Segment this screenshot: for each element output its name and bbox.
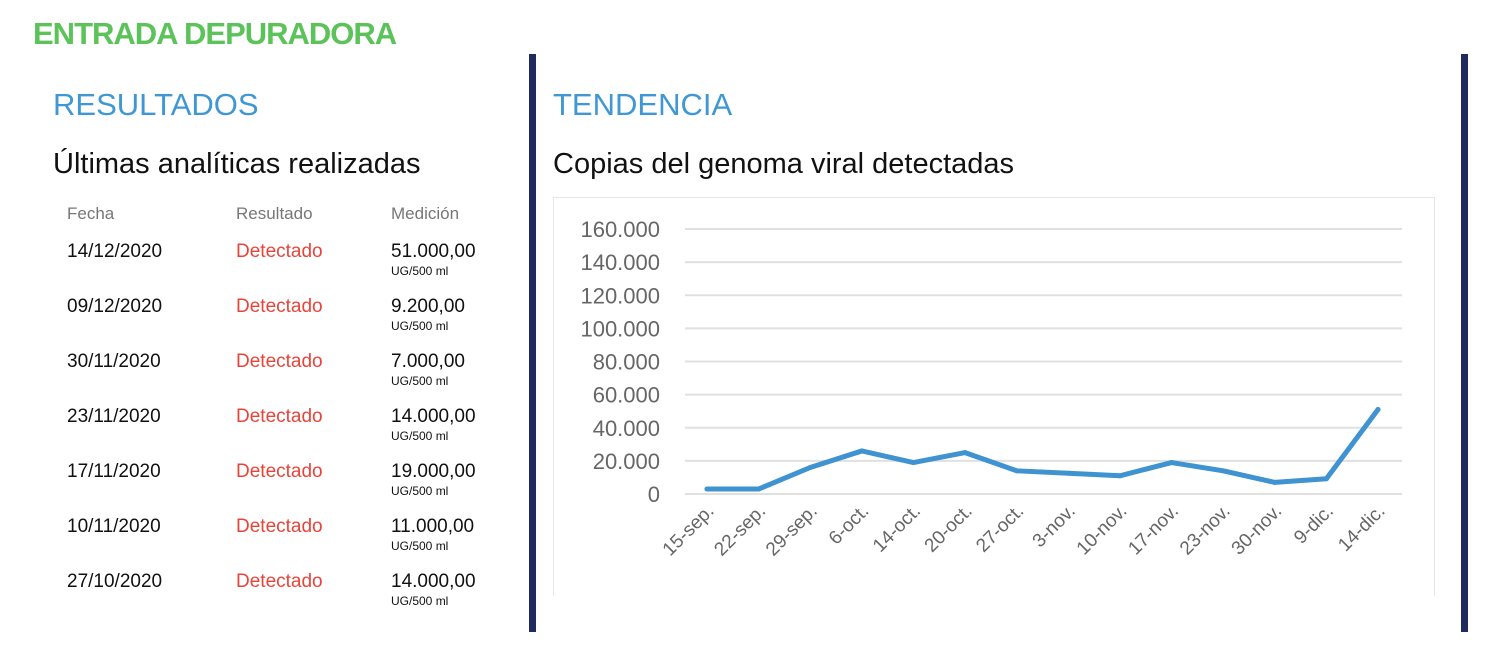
row-unit: UG/500 ml <box>391 594 449 608</box>
row-unit: UG/500 ml <box>391 429 449 443</box>
table-row: 14/12/2020 Detectado 51.000,00 UG/500 ml <box>0 241 500 296</box>
x-tick-label: 23-nov. <box>1176 501 1235 560</box>
row-result: Detectado <box>236 516 323 537</box>
row-value: 14.000,00 <box>391 406 476 427</box>
y-tick-label: 100.000 <box>580 316 660 341</box>
results-heading: RESULTADOS <box>53 87 259 122</box>
row-value: 19.000,00 <box>391 461 476 482</box>
table-row: 09/12/2020 Detectado 9.200,00 UG/500 ml <box>0 296 500 351</box>
row-date: 27/10/2020 <box>67 571 163 592</box>
row-unit: UG/500 ml <box>391 374 449 388</box>
table-row: 27/10/2020 Detectado 14.000,00 UG/500 ml <box>0 571 500 626</box>
trend-heading: TENDENCIA <box>553 87 733 122</box>
y-tick-label: 0 <box>648 482 660 507</box>
page-title: ENTRADA DEPURADORA <box>33 16 397 51</box>
row-result: Detectado <box>236 241 323 262</box>
x-tick-label: 30-nov. <box>1228 501 1287 560</box>
header-measure: Medición <box>391 204 460 223</box>
data-point <box>1117 473 1123 479</box>
data-point <box>859 448 865 454</box>
header-date: Fecha <box>67 204 115 223</box>
y-tick-label: 80.000 <box>593 350 660 375</box>
row-date: 23/11/2020 <box>67 406 161 427</box>
row-date: 17/11/2020 <box>67 461 161 482</box>
table-row: 10/11/2020 Detectado 11.000,00 UG/500 ml <box>0 516 500 571</box>
row-date: 09/12/2020 <box>67 296 163 317</box>
y-tick-label: 160.000 <box>580 217 660 242</box>
header-result: Resultado <box>236 204 313 223</box>
table-row: 23/11/2020 Detectado 14.000,00 UG/500 ml <box>0 406 500 461</box>
data-point <box>1169 460 1175 466</box>
y-tick-label: 140.000 <box>580 250 660 275</box>
x-tick-label: 10-nov. <box>1073 501 1132 560</box>
x-tick-label: 29-sep. <box>762 501 822 561</box>
data-point <box>1375 407 1381 413</box>
y-tick-label: 40.000 <box>593 416 660 441</box>
series-line <box>704 407 1381 492</box>
divider <box>1461 54 1468 632</box>
row-value: 7.000,00 <box>391 351 465 372</box>
data-point <box>1323 476 1329 482</box>
y-tick-label: 120.000 <box>580 283 660 308</box>
row-unit: UG/500 ml <box>391 264 449 278</box>
row-value: 11.000,00 <box>391 516 475 537</box>
row-value: 14.000,00 <box>391 571 476 592</box>
data-point <box>1014 468 1020 474</box>
data-point <box>910 460 916 466</box>
row-date: 10/11/2020 <box>67 516 161 537</box>
row-unit: UG/500 ml <box>391 539 449 553</box>
data-point <box>704 486 710 492</box>
x-tick-label: 9-dic. <box>1290 501 1338 549</box>
row-result: Detectado <box>236 461 323 482</box>
row-date: 14/12/2020 <box>67 241 163 262</box>
row-unit: UG/500 ml <box>391 319 449 333</box>
data-point <box>807 465 813 470</box>
x-tick-label: 14-oct. <box>869 501 925 557</box>
data-point <box>962 450 968 456</box>
data-point <box>1065 470 1071 476</box>
x-tick-label: 20-oct. <box>921 501 977 557</box>
x-tick-label: 17-nov. <box>1124 501 1183 560</box>
divider <box>529 54 536 632</box>
row-value: 9.200,00 <box>391 296 465 317</box>
row-value: 51.000,00 <box>391 241 476 262</box>
row-result: Detectado <box>236 571 323 592</box>
row-result: Detectado <box>236 351 323 372</box>
trend-subtitle: Copias del genoma viral detectadas <box>553 148 1015 180</box>
row-unit: UG/500 ml <box>391 484 449 498</box>
y-tick-label: 20.000 <box>593 449 660 474</box>
x-tick-label: 14-dic. <box>1334 501 1389 556</box>
y-tick-label: 60.000 <box>593 383 660 408</box>
row-date: 30/11/2020 <box>67 351 161 372</box>
table-row: 30/11/2020 Detectado 7.000,00 UG/500 ml <box>0 351 500 406</box>
results-subtitle: Últimas analíticas realizadas <box>53 148 421 180</box>
data-point <box>1272 479 1278 485</box>
x-tick-label: 15-sep. <box>659 501 719 561</box>
row-result: Detectado <box>236 296 323 317</box>
row-result: Detectado <box>236 406 323 427</box>
data-point <box>756 486 762 492</box>
x-tick-label: 22-sep. <box>710 501 770 561</box>
chart-area <box>553 197 1435 596</box>
x-tick-label: 6-oct. <box>825 501 873 549</box>
table-row: 17/11/2020 Detectado 19.000,00 UG/500 ml <box>0 461 500 516</box>
x-tick-label: 27-oct. <box>972 501 1028 557</box>
data-point <box>1220 468 1226 474</box>
